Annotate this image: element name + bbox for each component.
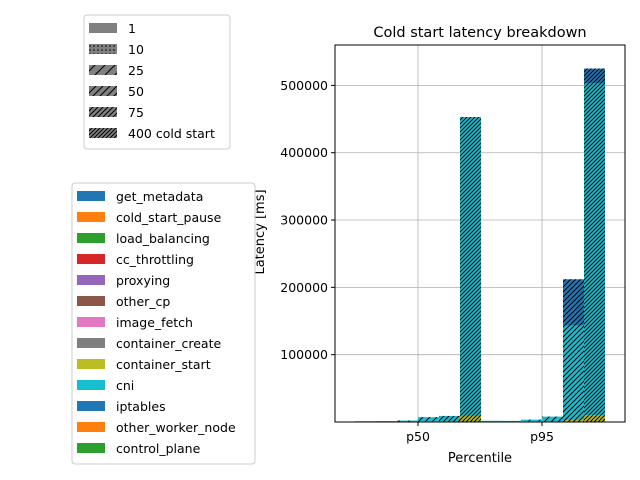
- legend-label: control_plane: [116, 441, 201, 456]
- component-legend: get_metadata cold_start_pause load_balanci…: [71, 182, 256, 465]
- chart-title: Cold start latency breakdown: [373, 25, 586, 41]
- y-tick-label: 200000: [280, 280, 328, 295]
- x-axis-label: Percentile: [448, 451, 512, 466]
- bar-hatch: [439, 415, 460, 421]
- legend-label: 50: [128, 84, 144, 99]
- y-ticks: 100000 200000 300000 400000 500000: [280, 78, 335, 362]
- legend-swatch: [77, 359, 105, 369]
- bar-hatch: [418, 417, 439, 422]
- legend-swatch: [77, 338, 105, 348]
- bar-hatch: [376, 421, 397, 422]
- bar-hatch: [397, 420, 418, 422]
- legend-swatch-hatch: [89, 44, 117, 54]
- bar-hatch: [460, 117, 481, 416]
- legend-label: iptables: [116, 399, 166, 414]
- legend-label: cni: [116, 378, 134, 393]
- bar-hatch: [542, 420, 563, 422]
- legend-swatch: [77, 212, 105, 222]
- bar-hatch: [542, 416, 563, 421]
- legend-frame: [83, 14, 231, 150]
- legend-label: other_worker_node: [116, 420, 236, 435]
- bar-hatch: [584, 415, 605, 422]
- y-axis-label: Latency [ms]: [253, 189, 268, 274]
- legend-frame: [71, 182, 256, 465]
- bar-hatch: [500, 420, 521, 422]
- legend-label: other_cp: [116, 294, 170, 309]
- bar-segment-cni: [479, 420, 500, 422]
- y-tick-label: 400000: [280, 145, 328, 160]
- y-tick-label: 300000: [280, 213, 328, 228]
- legend-swatch: [77, 254, 105, 264]
- legend-swatch: [77, 296, 105, 306]
- legend-swatch: [77, 275, 105, 285]
- legend-swatch: [77, 317, 105, 327]
- legend-swatch: [77, 191, 105, 201]
- legend-label: load_balancing: [116, 231, 210, 246]
- plot-area: 100000 200000 300000 400000 500000 p50 p95: [280, 44, 626, 444]
- legend-swatch: [77, 422, 105, 432]
- legend-label: 1: [128, 21, 136, 36]
- legend-label: 10: [128, 42, 144, 57]
- y-tick-label: 500000: [280, 78, 328, 93]
- legend-swatch: [77, 443, 105, 453]
- x-tick-label: p95: [530, 429, 554, 444]
- bar-hatch: [584, 83, 605, 416]
- legend-label: get_metadata: [116, 189, 203, 204]
- legend-swatch-hatch: [89, 65, 117, 75]
- axes-frame: [334, 44, 626, 423]
- bar-hatch: [563, 419, 584, 422]
- y-tick-label: 100000: [280, 347, 328, 362]
- legend-swatch: [77, 401, 105, 411]
- legend-swatch-hatch: [89, 128, 117, 138]
- legend-label: 400 cold start: [128, 126, 215, 141]
- legend-label: proxying: [116, 273, 170, 288]
- bar-hatch: [563, 279, 584, 326]
- bar-hatch: [584, 68, 605, 84]
- legend-label: container_create: [116, 336, 221, 351]
- legend-swatch: [89, 23, 117, 33]
- legend-swatch-hatch: [89, 107, 117, 117]
- bar-hatch: [521, 419, 542, 422]
- legend-label: cc_throttling: [116, 252, 194, 267]
- legend-swatch: [77, 233, 105, 243]
- legend-label: 25: [128, 63, 144, 78]
- bar-hatch: [460, 415, 481, 422]
- legend-swatch-hatch: [89, 86, 117, 96]
- legend-swatch: [77, 380, 105, 390]
- legend-label: image_fetch: [116, 315, 193, 330]
- legend-label: container_start: [116, 357, 211, 372]
- legend-label: 75: [128, 105, 144, 120]
- bar-hatch: [563, 325, 584, 420]
- bars: [355, 68, 605, 423]
- legend-label: cold_start_pause: [116, 210, 222, 225]
- concurrency-legend: 1 10 25 50 75 400 cold start: [83, 14, 231, 150]
- x-tick-label: p50: [406, 429, 430, 444]
- x-ticks: p50 p95: [406, 422, 554, 444]
- bar-hatch: [439, 420, 460, 422]
